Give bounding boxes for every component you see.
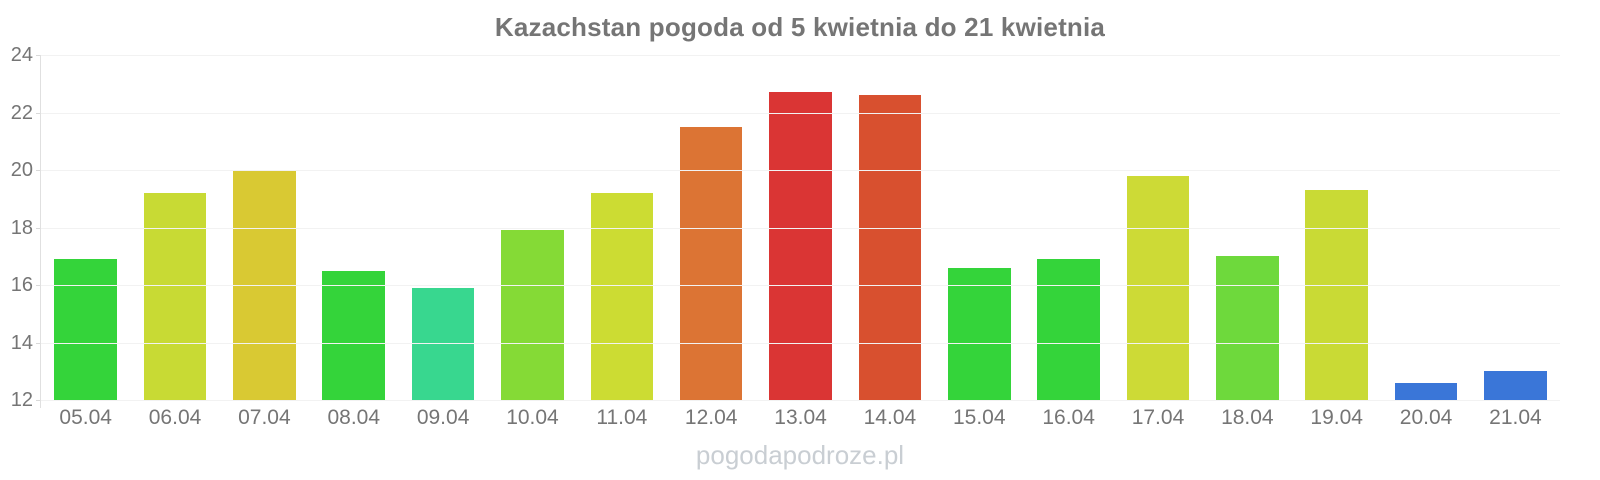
bar-09.04 xyxy=(411,287,475,400)
y-axis-tick-label: 24 xyxy=(10,44,33,66)
gridline xyxy=(41,342,1560,344)
gridline xyxy=(41,400,1560,401)
bar-column xyxy=(1024,55,1113,400)
bar-column xyxy=(1292,55,1381,400)
y-axis-tick xyxy=(36,285,40,286)
bar-16.04 xyxy=(1037,259,1100,400)
bar-11.04 xyxy=(590,193,654,400)
y-axis-tick xyxy=(36,400,40,401)
bars-layer xyxy=(41,55,1560,400)
bar-column xyxy=(1113,55,1202,400)
bar-17.04 xyxy=(1126,175,1190,400)
bar-20.04 xyxy=(1394,382,1458,400)
x-axis-label: 19.04 xyxy=(1310,406,1363,429)
bar-column xyxy=(1203,55,1292,400)
bar-column xyxy=(309,55,398,400)
bar-column xyxy=(488,55,577,400)
bar-column xyxy=(41,55,130,400)
x-axis-label: 18.04 xyxy=(1221,406,1274,429)
gridline xyxy=(41,112,1560,114)
bar-14.04 xyxy=(858,95,922,400)
x-axis-label: 13.04 xyxy=(774,406,827,429)
x-axis-label: 20.04 xyxy=(1399,406,1453,429)
x-axis-label: 05.04 xyxy=(59,406,112,429)
y-axis-tick-label: 14 xyxy=(10,331,33,354)
bar-column xyxy=(667,55,756,400)
y-axis-tick-label: 16 xyxy=(10,274,33,296)
y-axis-tick-label: 18 xyxy=(10,216,33,239)
bar-column xyxy=(935,55,1024,400)
y-axis-line xyxy=(40,55,41,408)
gridline xyxy=(41,170,1560,171)
x-axis-label: 12.04 xyxy=(684,406,738,429)
watermark: pogodapodroze.pl xyxy=(695,440,905,470)
y-axis-tick xyxy=(36,227,40,229)
bar-13.04 xyxy=(769,92,832,400)
bar-21.04 xyxy=(1484,371,1547,400)
y-axis-tick xyxy=(36,112,40,114)
bar-12.04 xyxy=(679,126,743,400)
y-axis-tick xyxy=(36,170,40,171)
y-axis-tick xyxy=(36,342,40,344)
bar-19.04 xyxy=(1305,190,1368,400)
gridline xyxy=(41,55,1560,56)
chart-title: Kazachstan pogoda od 5 kwietnia do 21 kw… xyxy=(494,12,1106,42)
x-axis-label: 06.04 xyxy=(148,406,202,429)
x-axis-label: 21.04 xyxy=(1489,406,1542,429)
x-axis-label: 09.04 xyxy=(416,406,470,429)
x-axis-label: 07.04 xyxy=(238,406,291,429)
y-axis-tick-label: 12 xyxy=(10,389,33,411)
bar-column xyxy=(398,55,487,400)
x-axis-label: 17.04 xyxy=(1131,406,1185,429)
x-axis-label: 16.04 xyxy=(1042,406,1095,429)
y-axis-tick xyxy=(36,55,40,56)
bar-column xyxy=(845,55,934,400)
bar-06.04 xyxy=(143,193,207,400)
bar-column xyxy=(756,55,845,400)
bar-05.04 xyxy=(54,259,117,400)
x-axis-labels: 05.04 06.04 07.04 08.04 09.04 10.04 11.04 12.04… xyxy=(41,406,1560,430)
plot-area xyxy=(41,55,1560,401)
y-axis-tick-label: 20 xyxy=(10,159,33,181)
x-axis-label: 15.04 xyxy=(952,406,1006,429)
bar-10.04 xyxy=(501,230,564,400)
x-axis-label: 10.04 xyxy=(506,406,559,429)
bar-18.04 xyxy=(1216,256,1279,400)
bar-column xyxy=(1381,55,1470,400)
x-axis-label: 08.04 xyxy=(327,406,381,429)
x-axis-label: 11.04 xyxy=(596,406,648,429)
gridline xyxy=(41,227,1560,229)
y-axis-tick-label: 22 xyxy=(10,101,33,124)
gridline xyxy=(41,285,1560,286)
bar-column xyxy=(1471,55,1560,400)
bar-08.04 xyxy=(322,270,386,400)
bar-15.04 xyxy=(948,267,1011,400)
x-axis-label: 14.04 xyxy=(863,406,917,429)
